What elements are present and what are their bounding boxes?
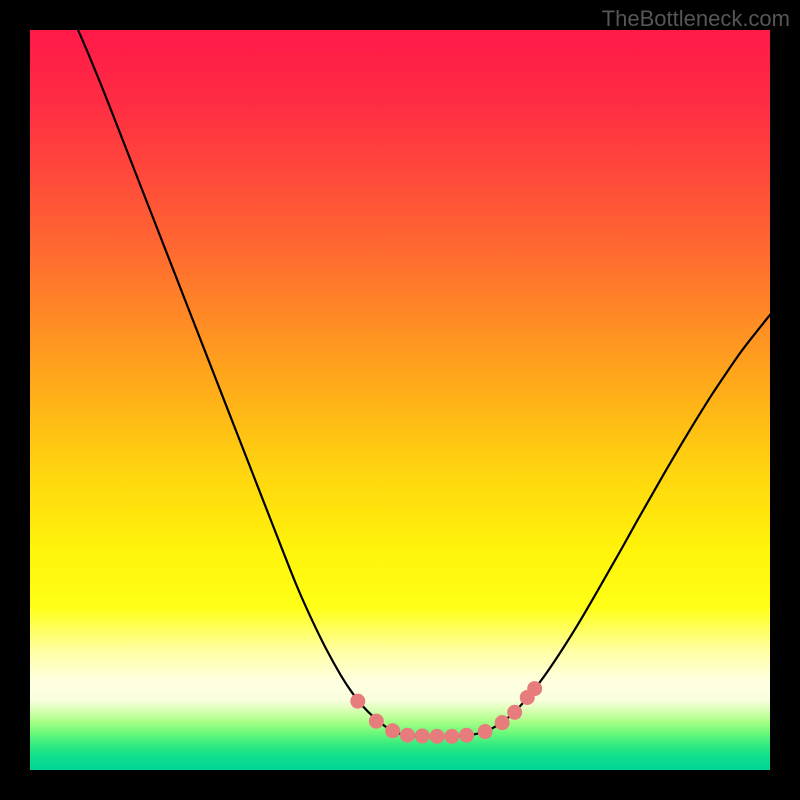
data-marker — [495, 715, 510, 730]
data-marker — [415, 728, 430, 743]
data-marker — [459, 728, 474, 743]
data-marker — [478, 724, 493, 739]
data-marker — [430, 729, 445, 744]
data-marker — [507, 705, 522, 720]
data-marker — [444, 729, 459, 744]
data-marker — [369, 714, 384, 729]
gradient-background — [30, 30, 770, 770]
data-marker — [385, 723, 400, 738]
data-marker — [527, 681, 542, 696]
data-marker — [400, 728, 415, 743]
chart-frame: TheBottleneck.com — [0, 0, 800, 800]
bottleneck-chart — [0, 0, 800, 800]
data-marker — [350, 694, 365, 709]
watermark-text: TheBottleneck.com — [602, 6, 790, 32]
